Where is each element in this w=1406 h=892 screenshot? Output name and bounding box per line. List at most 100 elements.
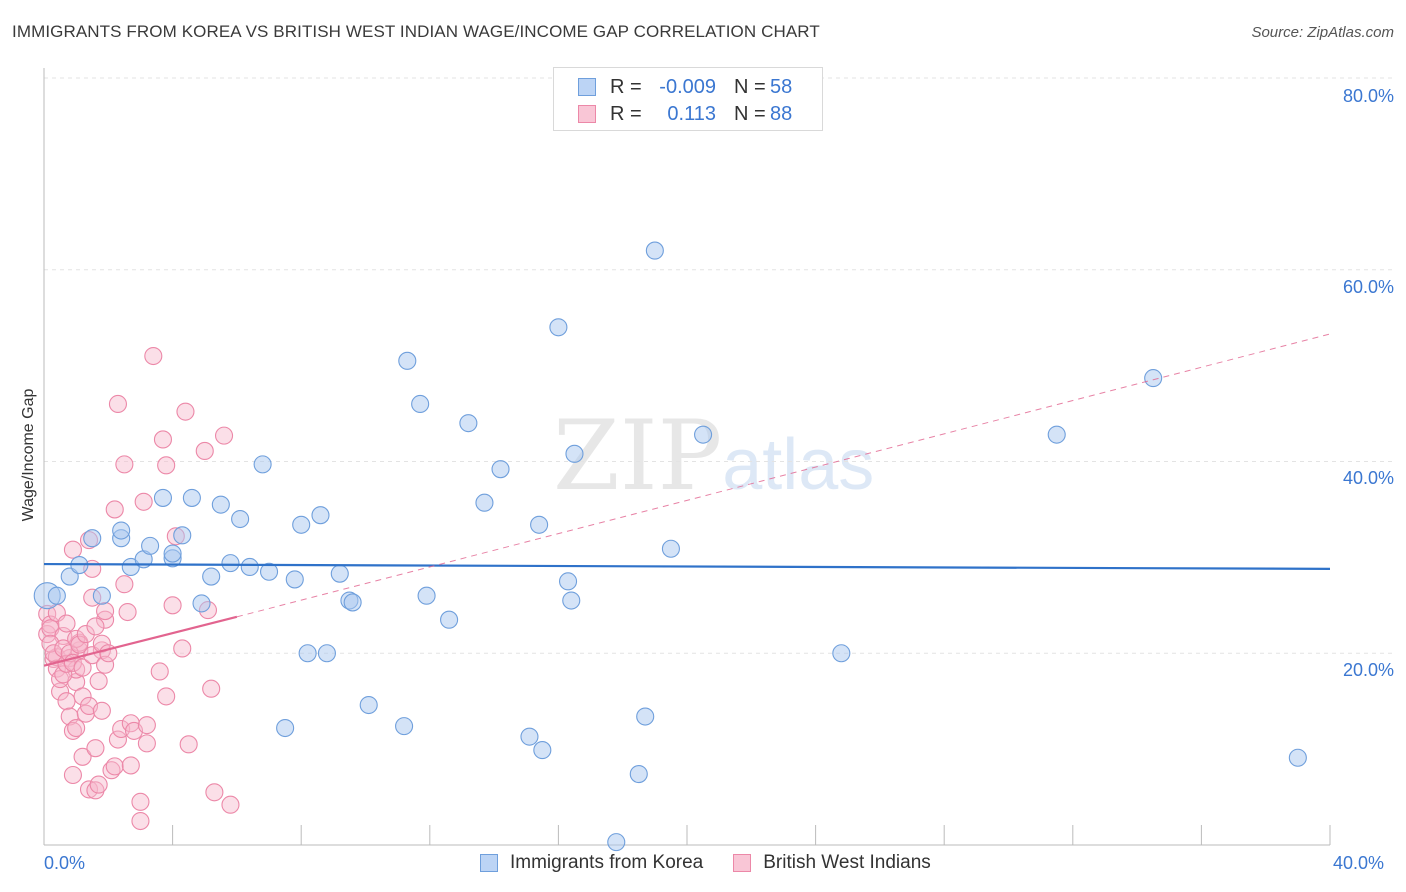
- legend-item-korea[interactable]: Immigrants from Korea: [480, 852, 703, 874]
- korea-n-label: N =: [734, 75, 766, 98]
- korea-point-28: [311, 506, 330, 525]
- korea-point-10: [141, 536, 160, 555]
- korea-point-25: [285, 570, 304, 589]
- bwi-point-68: [205, 783, 224, 802]
- bwi-n-value: 88: [770, 102, 793, 125]
- korea-point-58: [1288, 748, 1307, 767]
- korea-point-39: [459, 414, 478, 433]
- korea-point-55: [832, 644, 851, 663]
- x-tick-label-min: 0.0%: [44, 853, 86, 873]
- bwi-point-78: [67, 629, 86, 648]
- bwi-point-51: [131, 811, 150, 831]
- korea-point-24: [276, 718, 295, 738]
- bottom-legend: Immigrants from Korea British West India…: [480, 852, 961, 874]
- bwi-n-label: N =: [734, 102, 766, 125]
- bwi-trend-line: [43, 615, 238, 667]
- korea-point-23: [259, 562, 279, 581]
- bwi-point-16: [63, 765, 82, 785]
- bwi-point-33: [89, 775, 108, 794]
- chart-title: IMMIGRANTS FROM KOREA VS BRITISH WEST IN…: [12, 22, 820, 41]
- korea-point-17: [202, 567, 221, 586]
- korea-point-16: [192, 594, 211, 613]
- korea-point-53: [661, 539, 680, 558]
- korea-point-14: [173, 526, 192, 545]
- bwi-point-32: [86, 739, 105, 758]
- korea-point-49: [607, 833, 626, 852]
- bwi-point-84: [89, 672, 108, 691]
- bwi-point-8: [51, 682, 70, 701]
- y-tick-label-80: 80.0%: [1342, 86, 1394, 106]
- stats-legend: R = -0.009 N = 58 R = 0.113 N = 88: [553, 67, 823, 131]
- bwi-trend-line-extended: [236, 333, 1331, 618]
- korea-point-38: [440, 610, 459, 629]
- bwi-point-64: [179, 735, 198, 754]
- bwi-point-46: [118, 602, 137, 622]
- bwi-point-0: [38, 625, 57, 644]
- korea-point-5: [92, 586, 111, 605]
- legend-item-bwi[interactable]: British West Indians: [733, 852, 931, 874]
- korea-r-value: -0.009: [659, 75, 716, 98]
- korea-point-57: [1144, 369, 1163, 388]
- bwi-point-24: [73, 687, 92, 706]
- bwi-point-83: [86, 617, 105, 636]
- korea-point-34: [395, 717, 414, 736]
- bwi-point-79: [70, 635, 89, 654]
- bwi-point-34: [92, 701, 111, 720]
- bwi-point-57: [153, 430, 173, 449]
- korea-point-26: [292, 515, 311, 534]
- y-tick-label-60: 60.0%: [1342, 277, 1394, 297]
- korea-r-label: R =: [610, 75, 642, 98]
- korea-point-48: [562, 591, 581, 610]
- korea-point-40: [475, 493, 494, 512]
- korea-point-33: [359, 695, 378, 715]
- bwi-point-86: [96, 655, 115, 674]
- korea-point-45: [549, 318, 568, 337]
- legend-bwi-swatch: [733, 854, 752, 872]
- bwi-point-41: [108, 730, 127, 749]
- bwi-point-70: [221, 795, 240, 814]
- y-tick-label-40: 40.0%: [1342, 468, 1394, 488]
- korea-point-43: [530, 515, 549, 534]
- stats-row-bwi: R = 0.113 N = 88: [578, 101, 792, 127]
- korea-point-30: [330, 564, 349, 583]
- bwi-point-63: [176, 402, 195, 421]
- bwi-point-18: [67, 718, 86, 738]
- legend-korea-swatch: [480, 854, 498, 872]
- bwi-point-15: [63, 540, 82, 559]
- korea-point-32: [343, 593, 362, 612]
- bwi-point-56: [150, 662, 169, 681]
- stats-row-korea: R = -0.009 N = 58: [578, 74, 792, 100]
- bwi-point-23: [73, 747, 92, 766]
- bwi-swatch: [578, 105, 596, 123]
- legend-korea-label: Immigrants from Korea: [510, 852, 704, 873]
- korea-point-46: [565, 444, 584, 463]
- bwi-point-42: [108, 394, 127, 414]
- bwi-point-62: [173, 639, 192, 658]
- bwi-point-45: [115, 455, 134, 474]
- korea-point-15: [182, 488, 201, 507]
- korea-point-50: [629, 765, 648, 784]
- bwi-point-44: [115, 575, 134, 594]
- bwi-r-label: R =: [610, 102, 642, 125]
- korea-point-51: [636, 707, 655, 726]
- bwi-point-60: [163, 596, 182, 615]
- bwi-point-26: [79, 780, 99, 799]
- bwi-point-54: [137, 734, 156, 753]
- bwi-point-58: [157, 687, 176, 706]
- korea-point-42: [520, 727, 539, 746]
- y-tick-label-20: 20.0%: [1342, 660, 1394, 680]
- korea-point-11: [153, 488, 173, 507]
- bwi-point-69: [214, 426, 234, 445]
- bwi-point-39: [105, 757, 124, 776]
- watermark-atlas: atlas: [722, 425, 875, 505]
- korea-point-19: [221, 554, 240, 573]
- korea-point-47: [558, 572, 578, 591]
- bwi-point-53: [137, 716, 156, 735]
- korea-point-4: [83, 529, 102, 548]
- korea-point-37: [417, 586, 436, 605]
- bwi-point-52: [134, 492, 153, 511]
- korea-point-56: [1047, 425, 1066, 444]
- source-label: Source: ZipAtlas.com: [1251, 24, 1394, 41]
- korea-point-41: [491, 460, 510, 479]
